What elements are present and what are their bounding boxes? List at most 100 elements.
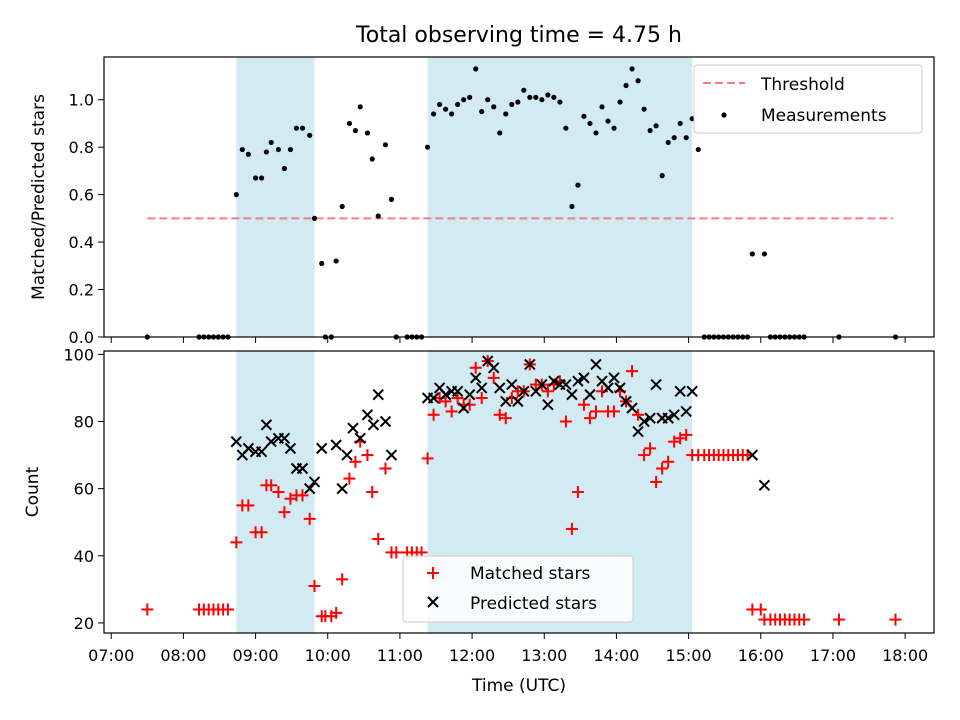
matched-star-point <box>656 462 669 475</box>
measurement-point <box>491 104 497 110</box>
matched-star-point <box>541 385 554 398</box>
matched-star-point <box>421 452 434 465</box>
predicted-star-point <box>644 412 656 424</box>
matched-star-point <box>427 408 440 421</box>
predicted-star-point <box>385 449 398 461</box>
x-tick-label: 11:00 <box>377 646 423 665</box>
predicted-star-point <box>542 399 554 411</box>
legend-matched-label: Matched stars <box>470 564 590 584</box>
predicted-star-point <box>296 462 309 475</box>
matched-star-point <box>889 613 902 626</box>
matched-star-point <box>832 613 845 626</box>
predicted-star-point <box>242 442 255 455</box>
measurement-point <box>581 113 587 119</box>
matched-star-point <box>278 506 291 519</box>
measurement-point <box>443 106 449 112</box>
matched-star-point <box>608 405 621 418</box>
predicted-star-point <box>602 382 614 394</box>
matched-star-point <box>308 580 321 592</box>
measurement-point <box>665 139 671 146</box>
measurement-point <box>515 99 521 105</box>
measurement-point <box>461 97 467 103</box>
predicted-star-point <box>608 372 620 384</box>
predicted-star-point <box>308 476 321 488</box>
y-tick-label: 60 <box>74 480 94 499</box>
measurement-point <box>599 104 605 110</box>
measurement-point <box>671 135 677 141</box>
matched-star-point <box>445 405 458 418</box>
measurement-point <box>647 127 653 134</box>
bottom-x-ticks: 07:00 08:00 09:00 10:00 11:00 12:00 13:00 14:00… <box>88 633 928 665</box>
predicted-star-point <box>427 392 440 404</box>
predicted-star-point <box>548 375 560 387</box>
measurement-point <box>479 108 485 115</box>
predicted-star-point <box>560 378 572 391</box>
measurement-point <box>575 182 581 188</box>
predicted-star-point <box>278 432 291 444</box>
matched-star-point <box>798 613 811 626</box>
predicted-star-point <box>336 482 348 495</box>
x-tick-label: 16:00 <box>738 646 784 665</box>
matched-star-point <box>668 435 681 448</box>
x-tick-label: 07:00 <box>88 646 134 665</box>
predicted-star-point <box>341 449 353 461</box>
top-series <box>144 66 899 340</box>
x-tick-label: 13:00 <box>521 646 567 665</box>
predicted-star-point <box>578 372 590 384</box>
predicted-star-point <box>518 385 530 397</box>
predicted-star-point <box>632 425 644 438</box>
matched-star-point <box>439 395 452 408</box>
measurement-point <box>258 175 265 181</box>
top-legend-box <box>693 64 923 134</box>
y-tick-label: 0.6 <box>69 186 94 205</box>
matched-star-point <box>343 472 356 485</box>
y-tick-label: 80 <box>74 413 94 432</box>
measurement-point <box>281 165 288 172</box>
predicted-star-point <box>584 388 596 401</box>
bottom-legend-box <box>402 555 634 623</box>
top-x-ticks <box>110 337 906 343</box>
x-tick-label: 08:00 <box>160 646 206 665</box>
matched-star-point <box>650 475 663 488</box>
matched-star-point <box>754 603 767 616</box>
measurement-point <box>357 104 363 110</box>
predicted-star-point <box>638 415 650 428</box>
matched-star-point <box>565 522 578 535</box>
measurement-point <box>299 125 306 131</box>
measurement-point <box>509 101 515 108</box>
measurement-point <box>287 146 294 153</box>
matched-star-point <box>475 392 488 404</box>
measurement-point <box>503 111 509 117</box>
predicted-star-point <box>680 405 692 418</box>
measurement-point <box>749 251 755 257</box>
predicted-star-point <box>590 358 602 371</box>
measurement-point <box>382 142 389 148</box>
matched-star-point <box>303 512 316 525</box>
measurement-point <box>629 66 635 72</box>
y-tick-label: 1.0 <box>69 91 94 110</box>
measurement-point <box>339 203 345 210</box>
measurement-point <box>437 101 443 108</box>
measurement-point <box>352 127 359 134</box>
predicted-star-point <box>361 409 374 421</box>
predicted-star-point <box>230 435 243 448</box>
predicted-star-point <box>347 422 359 434</box>
measurement-point <box>521 87 527 93</box>
predicted-star-point <box>566 388 578 401</box>
predicted-star-point <box>255 446 268 458</box>
measurement-point <box>333 258 339 264</box>
predicted-star-point <box>260 419 273 431</box>
y-tick-label: 0.8 <box>69 138 94 157</box>
measurement-point <box>293 125 300 131</box>
y-tick-label: 20 <box>74 614 94 633</box>
measurement-point <box>593 130 599 136</box>
x-tick-label: 10:00 <box>305 646 351 665</box>
matched-star-point <box>349 455 362 468</box>
measurement-point <box>653 123 659 129</box>
y-tick-label: 40 <box>74 547 94 566</box>
measurement-point <box>388 196 395 202</box>
measurement-point <box>375 213 381 219</box>
matched-star-point <box>390 546 403 559</box>
matched-star-point <box>583 412 596 425</box>
